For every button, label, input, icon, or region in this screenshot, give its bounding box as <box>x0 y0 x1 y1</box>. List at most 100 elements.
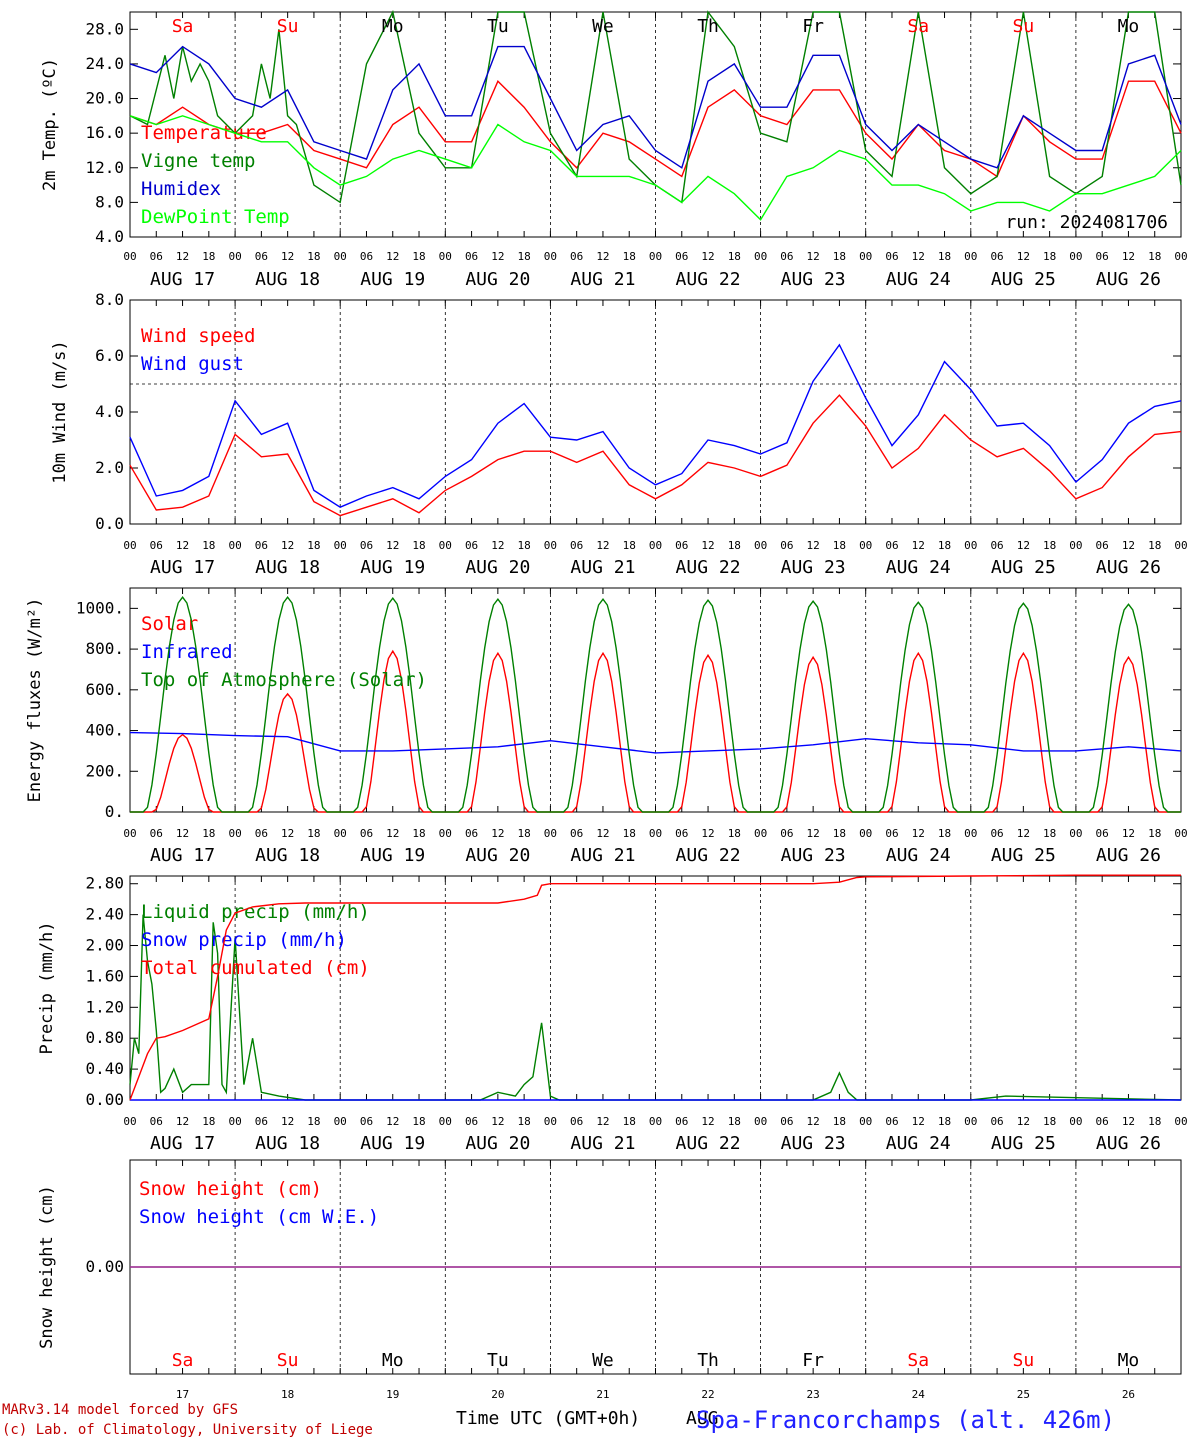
y-axis-label: Precip (mm/h) <box>37 921 57 1054</box>
x-tick-label: 18 <box>1043 1115 1056 1128</box>
x-tick-label: 18 <box>728 250 741 263</box>
x-tick-label: 06 <box>990 250 1003 263</box>
x-tick-label: 12 <box>1017 1115 1030 1128</box>
x-date-label: AUG 22 <box>676 845 741 866</box>
x-tick-label: 00 <box>859 1115 872 1128</box>
y-tick-label: 4.0 <box>95 227 124 246</box>
x-tick-label: 00 <box>1174 539 1187 552</box>
x-tick-label: 00 <box>334 250 347 263</box>
x-date-label: AUG 21 <box>570 269 635 290</box>
y-tick-label: 28.0 <box>85 19 124 38</box>
x-tick-label: 18 <box>307 250 320 263</box>
x-tick-label: 18 <box>623 539 636 552</box>
x-tick-label: 00 <box>439 1115 452 1128</box>
x-tick-label: 06 <box>1096 539 1109 552</box>
panel-2: 0.0 2.0 4.0 6.0 8.0 10m Wind (m/s) 00 06 12 18 AUG… <box>50 290 1188 578</box>
x-tick-label: 18 <box>1148 1115 1161 1128</box>
x-tick-label: 00 <box>859 827 872 840</box>
day-name: Mo <box>382 16 404 37</box>
x-tick-label: 00 <box>964 539 977 552</box>
y-tick-label: 8.0 <box>95 192 124 211</box>
day-number: 18 <box>281 1388 294 1401</box>
x-tick-label: 18 <box>202 827 215 840</box>
x-tick-label: 12 <box>912 250 925 263</box>
x-tick-label: 18 <box>938 250 951 263</box>
x-tick-label: 00 <box>964 827 977 840</box>
y-tick-label: 12.0 <box>85 158 124 177</box>
legend-entry: Snow height (cm W.E.) <box>139 1206 379 1228</box>
x-date-label: AUG 17 <box>150 845 215 866</box>
legend-entry: Wind speed <box>141 325 255 347</box>
x-tick-label: 12 <box>807 250 820 263</box>
y-tick-label: 0. <box>105 802 124 821</box>
x-date-label: AUG 18 <box>255 845 320 866</box>
legend-entry: Temperature <box>141 122 267 144</box>
x-tick-label: 18 <box>833 539 846 552</box>
x-tick-label: 00 <box>123 250 136 263</box>
x-tick-label: 00 <box>1069 1115 1082 1128</box>
x-date-label: AUG 18 <box>255 1133 320 1154</box>
x-tick-label: 06 <box>780 1115 793 1128</box>
legend-entry: DewPoint Temp <box>141 206 290 228</box>
x-tick-label: 06 <box>990 1115 1003 1128</box>
x-tick-label: 12 <box>1017 827 1030 840</box>
x-date-label: AUG 24 <box>886 1133 951 1154</box>
x-tick-label: 18 <box>307 827 320 840</box>
y-tick-label: 400. <box>85 721 124 740</box>
legend-entry: Snow height (cm) <box>139 1178 322 1200</box>
x-tick-label: 00 <box>649 827 662 840</box>
x-tick-label: 18 <box>1148 539 1161 552</box>
x-tick-label: 00 <box>964 1115 977 1128</box>
series-line-infrared <box>129 731 1182 754</box>
day-name: Mo <box>1118 1350 1140 1371</box>
x-tick-label: 12 <box>807 1115 820 1128</box>
x-tick-label: 00 <box>228 539 241 552</box>
x-tick-label: 12 <box>386 827 399 840</box>
x-tick-label: 18 <box>412 1115 425 1128</box>
x-tick-label: 18 <box>1148 250 1161 263</box>
x-tick-label: 00 <box>649 539 662 552</box>
legend-entry: Vigne temp <box>141 150 255 172</box>
x-tick-label: 06 <box>675 827 688 840</box>
day-name: Th <box>697 16 719 37</box>
x-tick-label: 12 <box>701 250 714 263</box>
y-tick-label: 2.80 <box>85 874 124 893</box>
x-tick-label: 06 <box>675 539 688 552</box>
y-tick-label: 200. <box>85 761 124 780</box>
x-tick-label: 12 <box>491 827 504 840</box>
x-date-label: AUG 26 <box>1096 1133 1161 1154</box>
x-tick-label: 12 <box>1017 250 1030 263</box>
x-date-label: AUG 17 <box>150 557 215 578</box>
x-tick-label: 00 <box>1069 250 1082 263</box>
x-tick-label: 06 <box>885 250 898 263</box>
x-tick-label: 12 <box>386 250 399 263</box>
y-tick-label: 24.0 <box>85 54 124 73</box>
y-axis-label: 2m Temp. (ºC) <box>40 58 60 191</box>
x-tick-label: 12 <box>386 539 399 552</box>
series-line-total-cumulated-cm- <box>129 874 1181 1101</box>
x-date-label: AUG 18 <box>255 557 320 578</box>
y-tick-label: 1.20 <box>85 997 124 1016</box>
x-date-label: AUG 24 <box>886 269 951 290</box>
x-tick-label: 18 <box>1043 827 1056 840</box>
y-tick-label: 0.0 <box>95 514 124 533</box>
x-tick-label: 00 <box>1174 1115 1187 1128</box>
x-tick-label: 06 <box>570 539 583 552</box>
x-tick-label: 18 <box>938 827 951 840</box>
x-tick-label: 06 <box>675 1115 688 1128</box>
day-number: 23 <box>807 1388 820 1401</box>
y-tick-label: 0.00 <box>85 1257 124 1276</box>
series-line-liquid-precip-mm-h- <box>129 914 1182 1101</box>
day-name: Su <box>277 1350 299 1371</box>
x-tick-label: 06 <box>780 250 793 263</box>
x-tick-label: 00 <box>754 250 767 263</box>
x-tick-label: 06 <box>1096 1115 1109 1128</box>
x-tick-label: 12 <box>1122 1115 1135 1128</box>
y-tick-label: 1.60 <box>85 966 124 985</box>
x-tick-label: 12 <box>281 1115 294 1128</box>
x-date-label: AUG 20 <box>465 1133 530 1154</box>
x-tick-label: 00 <box>439 250 452 263</box>
x-tick-label: 00 <box>334 827 347 840</box>
x-date-label: AUG 21 <box>570 1133 635 1154</box>
day-number: 22 <box>701 1388 714 1401</box>
